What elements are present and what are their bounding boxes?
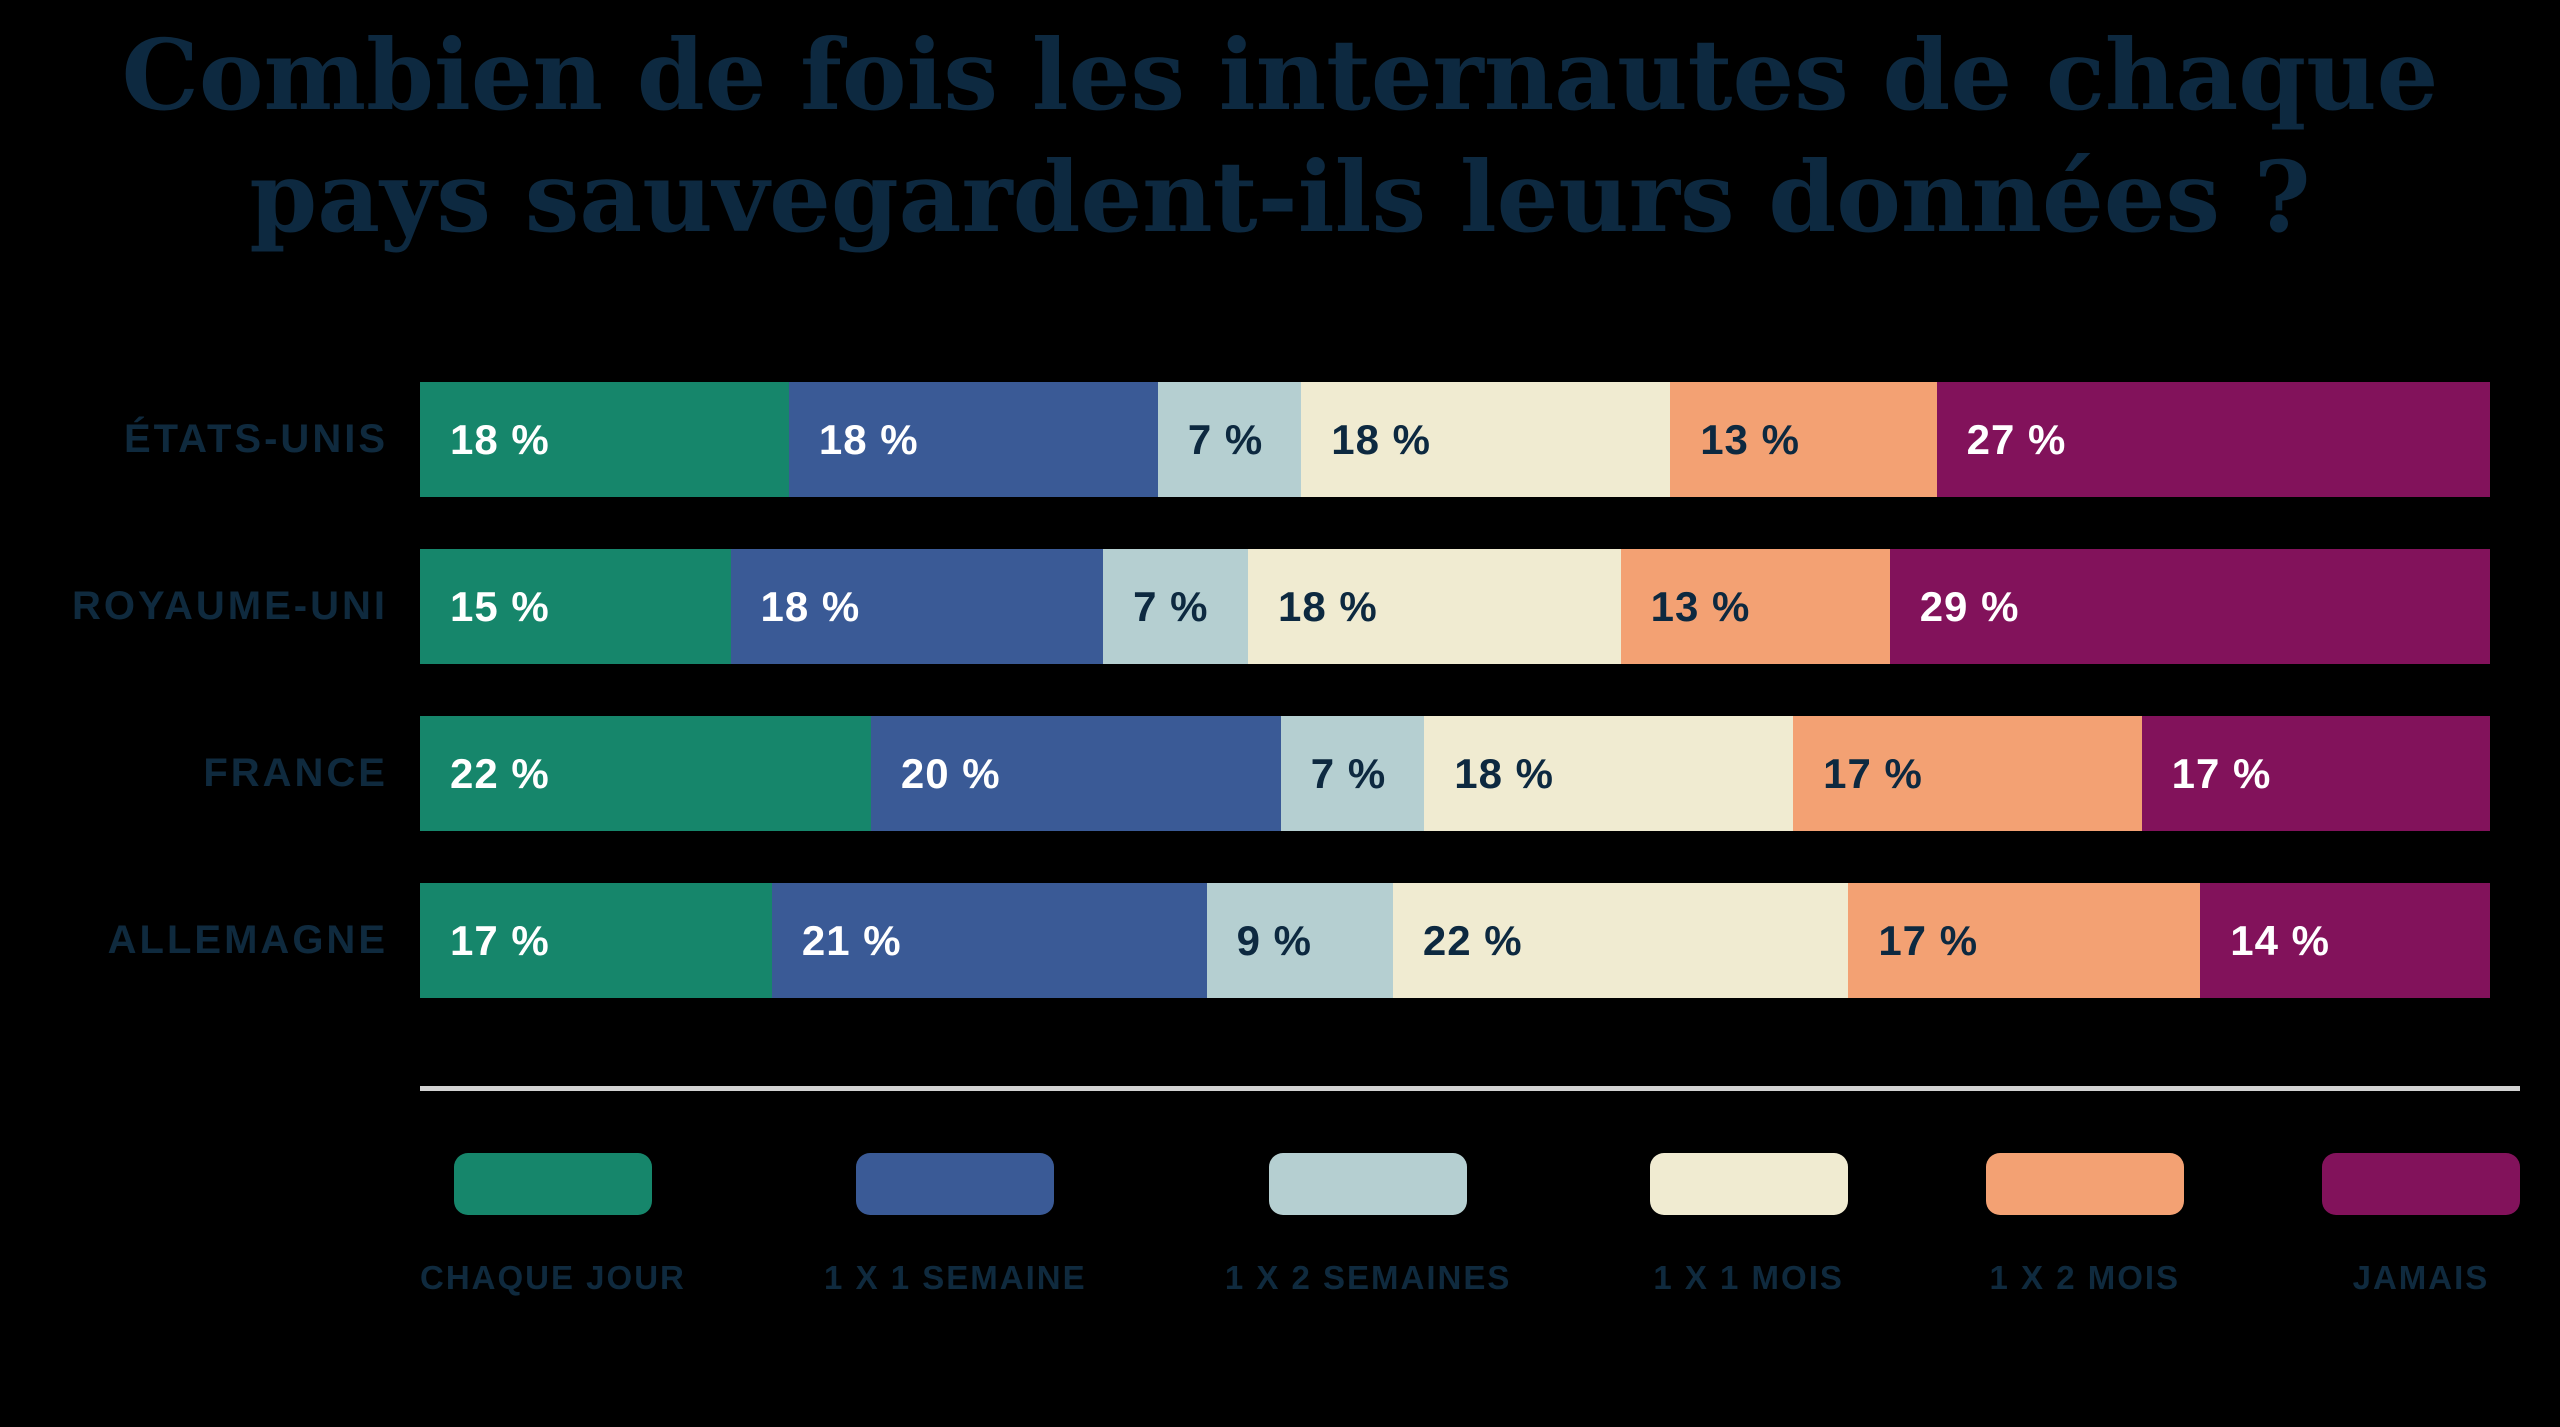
bar-segment: 15 % <box>420 549 731 665</box>
segment-value-label: 7 % <box>1310 749 1387 797</box>
stacked-bar-chart: ÉTATS-UNIS 18 % 18 % 7 % 18 % 13 % 27 % ROYAUME… <box>0 382 2560 999</box>
category-label: ROYAUME-UNI <box>72 584 388 629</box>
segment-value-label: 22 % <box>1422 916 1523 964</box>
segment-value-label: 17 % <box>2171 749 2272 797</box>
bar-segment: 18 % <box>1301 382 1671 498</box>
segment-value-label: 17 % <box>1878 916 1979 964</box>
legend-item: CHAQUE JOUR <box>420 1153 686 1297</box>
bar-segment: 29 % <box>1889 549 2490 665</box>
bar-segment: 13 % <box>1620 549 1890 665</box>
segment-value-label: 9 % <box>1236 916 1312 964</box>
category-label: FRANCE <box>203 751 388 796</box>
legend-label: 1 X 1 MOIS <box>1653 1259 1844 1297</box>
segment-value-label: 18 % <box>450 415 550 463</box>
legend-item: JAMAIS <box>2321 1153 2520 1297</box>
bar-segment: 14 % <box>2200 883 2491 999</box>
legend-label: 1 X 2 SEMAINES <box>1224 1259 1512 1297</box>
infographic: Combien de fois les internautes de chaqu… <box>0 14 2560 1427</box>
bar-segment: 13 % <box>1670 382 1937 498</box>
chart-title: Combien de fois les internautes de chaqu… <box>0 14 2560 258</box>
legend-swatch <box>1649 1153 1848 1216</box>
chart-row: FRANCE 22 % 20 % 7 % 18 % 17 % 17 % <box>0 716 2560 832</box>
segment-value-label: 13 % <box>1700 415 1800 463</box>
chart-row: ÉTATS-UNIS 18 % 18 % 7 % 18 % 13 % 27 % <box>0 382 2560 498</box>
bar-segment: 9 % <box>1206 883 1393 999</box>
legend-item: 1 X 1 MOIS <box>1649 1153 1848 1297</box>
segment-value-label: 7 % <box>1133 582 1209 630</box>
segment-value-label: 15 % <box>450 582 550 630</box>
segment-value-label: 27 % <box>1966 415 2067 463</box>
stacked-bar: 18 % 18 % 7 % 18 % 13 % 27 % <box>420 382 2490 498</box>
bar-segment: 7 % <box>1280 716 1425 832</box>
bar-segment: 18 % <box>1248 549 1621 665</box>
bar-segment: 17 % <box>1793 716 2142 832</box>
legend-item: 1 X 2 SEMAINES <box>1225 1153 1512 1297</box>
bar-segment: 18 % <box>1424 716 1794 832</box>
legend-swatch <box>453 1153 652 1216</box>
legend-swatch <box>2321 1153 2520 1216</box>
segment-value-label: 14 % <box>2230 916 2330 964</box>
chart-title-line2: pays sauvegardent-ils leurs données ? <box>249 140 2311 255</box>
stacked-bar: 22 % 20 % 7 % 18 % 17 % 17 % <box>420 716 2491 832</box>
segment-value-label: 20 % <box>900 749 1001 797</box>
legend-item: 1 X 2 MOIS <box>1985 1153 2184 1297</box>
bar-segment: 18 % <box>730 549 1104 665</box>
chart-row: ROYAUME-UNI 15 % 18 % 7 % 18 % 13 % 29 % <box>0 549 2560 665</box>
segment-value-label: 22 % <box>450 749 550 797</box>
legend-label: JAMAIS <box>2352 1259 2490 1297</box>
segment-value-label: 29 % <box>1919 582 2020 630</box>
category-label: ALLEMAGNE <box>107 918 388 963</box>
bar-segment: 17 % <box>420 883 772 999</box>
segment-value-label: 18 % <box>1331 415 1432 463</box>
legend-label: 1 X 1 SEMAINE <box>824 1259 1087 1297</box>
bar-segment: 17 % <box>2141 716 2491 832</box>
segment-value-label: 18 % <box>760 582 861 630</box>
segment-value-label: 7 % <box>1187 415 1264 463</box>
bar-segment: 20 % <box>870 716 1281 832</box>
legend-swatch <box>856 1153 1055 1216</box>
bar-segment: 22 % <box>420 716 871 832</box>
segment-value-label: 18 % <box>1278 582 1378 630</box>
legend-item: 1 X 1 SEMAINE <box>824 1153 1087 1297</box>
bar-segment: 18 % <box>788 382 1158 498</box>
segment-value-label: 18 % <box>818 415 919 463</box>
legend-label: CHAQUE JOUR <box>420 1259 686 1297</box>
bar-segment: 22 % <box>1392 883 1849 999</box>
segment-value-label: 17 % <box>450 916 550 964</box>
chart-title-line1: Combien de fois les internautes de chaqu… <box>121 18 2439 132</box>
bar-segment: 7 % <box>1103 549 1248 665</box>
legend: CHAQUE JOUR 1 X 1 SEMAINE 1 X 2 SEMAINES 1 … <box>420 1153 2520 1297</box>
chart-row: ALLEMAGNE 17 % 21 % 9 % 22 % 17 % 14 % <box>0 883 2560 999</box>
bar-segment: 18 % <box>420 382 789 498</box>
divider-line <box>420 1086 2520 1092</box>
bar-segment: 27 % <box>1936 382 2490 498</box>
legend-swatch <box>1985 1153 2184 1216</box>
segment-value-label: 13 % <box>1650 582 1751 630</box>
category-label: ÉTATS-UNIS <box>123 417 388 462</box>
stacked-bar: 15 % 18 % 7 % 18 % 13 % 29 % <box>420 549 2490 665</box>
bar-segment: 17 % <box>1848 883 2201 999</box>
legend-label: 1 X 2 MOIS <box>1989 1259 2181 1297</box>
segment-value-label: 21 % <box>801 916 902 964</box>
legend-swatch <box>1269 1153 1468 1216</box>
bar-segment: 7 % <box>1157 382 1302 498</box>
stacked-bar: 17 % 21 % 9 % 22 % 17 % 14 % <box>420 883 2491 999</box>
bar-segment: 21 % <box>771 883 1207 999</box>
segment-value-label: 18 % <box>1454 749 1554 797</box>
segment-value-label: 17 % <box>1823 749 1923 797</box>
